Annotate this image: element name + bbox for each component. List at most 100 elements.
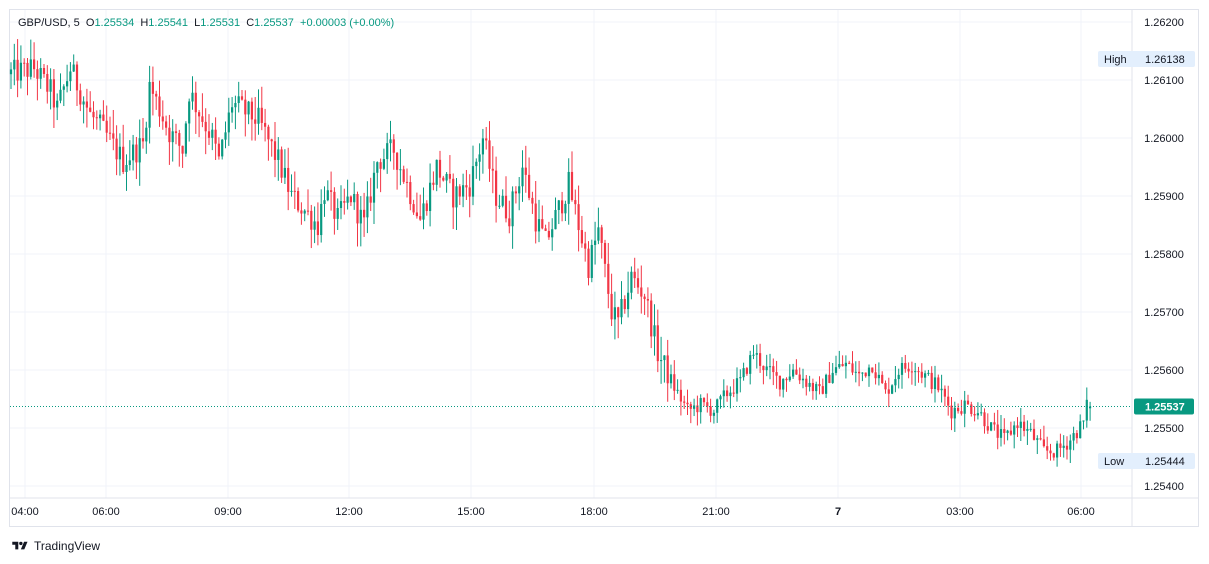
- candle-body: [316, 221, 319, 236]
- candle-body: [244, 99, 247, 115]
- candle-body: [752, 354, 755, 356]
- candle-body: [46, 73, 49, 92]
- candle-body: [224, 132, 227, 140]
- candle-body: [75, 64, 79, 91]
- y-tick-label: 1.26200: [1144, 17, 1184, 29]
- candle-body: [1032, 428, 1036, 440]
- candle-body: [772, 366, 775, 373]
- candle-body: [277, 149, 280, 160]
- candle-body: [716, 399, 719, 413]
- candle-body: [910, 371, 913, 373]
- candle-body: [194, 92, 197, 113]
- candle-body: [643, 296, 646, 300]
- chart-frame: [9, 9, 1199, 527]
- candle-body: [290, 190, 293, 192]
- candle-body: [861, 372, 864, 374]
- candle-body: [858, 371, 861, 374]
- candle-body: [973, 413, 976, 416]
- candle-body: [333, 191, 336, 219]
- candle-body: [485, 138, 488, 141]
- candle-body: [359, 209, 362, 224]
- candle-body: [280, 149, 283, 178]
- candle-body: [983, 412, 986, 427]
- candle-body: [85, 101, 88, 108]
- candle-body: [475, 161, 478, 167]
- candle-body: [653, 325, 656, 337]
- candle-body: [151, 81, 154, 94]
- candle-body: [947, 396, 950, 406]
- candle-body: [326, 190, 329, 201]
- candle-body: [1009, 430, 1012, 435]
- candle-body: [227, 112, 230, 133]
- candle-body: [369, 196, 372, 203]
- candle-body: [775, 372, 778, 376]
- candle-body: [1072, 433, 1075, 441]
- candle-body: [1069, 440, 1072, 450]
- brand-name: TradingView: [34, 539, 101, 553]
- candle-body: [874, 372, 877, 379]
- candle-body: [376, 162, 379, 173]
- candle-body: [627, 292, 630, 310]
- candle-body: [471, 166, 475, 197]
- candle-body: [26, 62, 29, 77]
- candle-body: [825, 374, 828, 394]
- candle-body: [379, 162, 382, 169]
- candle-body: [122, 146, 125, 172]
- candles: [9, 39, 1092, 467]
- candle-body: [792, 369, 795, 377]
- candle-body: [696, 405, 699, 413]
- candle-body: [788, 376, 791, 381]
- candle-body: [396, 152, 399, 170]
- candle-body: [178, 133, 181, 146]
- candle-body: [211, 129, 214, 138]
- candle-body: [330, 190, 333, 192]
- candle-body: [732, 392, 735, 394]
- candle-body: [349, 196, 352, 203]
- x-tick-label: 09:00: [214, 506, 242, 518]
- candle-body: [13, 59, 16, 70]
- candle-body: [16, 59, 19, 81]
- candle-body: [699, 398, 702, 413]
- candle-body: [646, 299, 649, 301]
- candle-body: [567, 171, 570, 204]
- candle-body: [729, 392, 732, 397]
- candle-body: [336, 208, 339, 219]
- candle-body: [429, 182, 432, 212]
- candle-body: [201, 116, 204, 122]
- candle-body: [867, 367, 871, 377]
- candle-body: [1059, 443, 1062, 448]
- high-badge: High 1.26138: [1098, 51, 1195, 67]
- candle-body: [650, 300, 653, 337]
- y-tick-label: 1.25700: [1144, 307, 1184, 319]
- candle-body: [917, 371, 920, 373]
- candle-body: [706, 402, 709, 407]
- open-label: O: [85, 17, 95, 29]
- candle-body: [574, 200, 577, 205]
- candle-body: [465, 185, 468, 188]
- low-badge: Low 1.25444: [1098, 453, 1195, 469]
- candle-body: [960, 411, 963, 414]
- candle-body: [339, 201, 343, 209]
- candle-body: [217, 143, 220, 157]
- candle-body: [52, 79, 55, 108]
- candle-body: [320, 203, 323, 236]
- candle-body: [785, 378, 788, 381]
- candle-body: [689, 404, 692, 409]
- candle-body: [184, 123, 187, 154]
- candle-body: [940, 388, 943, 391]
- candle-body: [877, 374, 880, 379]
- y-tick-label: 1.25600: [1144, 365, 1184, 377]
- candle-body: [1056, 443, 1059, 458]
- candle-body: [9, 69, 13, 75]
- candle-body: [112, 133, 115, 139]
- brand-footer[interactable]: TradingView: [10, 539, 100, 553]
- candle-body: [640, 287, 643, 297]
- candle-body: [805, 378, 808, 387]
- grid: [10, 10, 1199, 527]
- candle-body: [742, 368, 745, 378]
- candle-body: [174, 131, 178, 134]
- candle-body: [630, 271, 633, 293]
- candle-body: [735, 378, 739, 394]
- high-value: 1.25541: [148, 17, 189, 29]
